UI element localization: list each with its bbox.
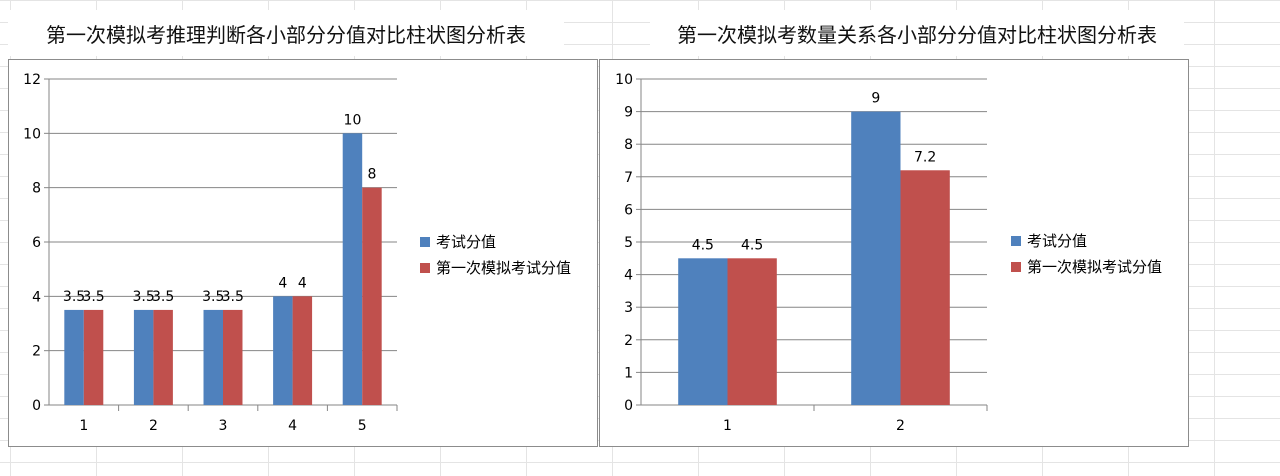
left-chart-bar	[362, 187, 382, 405]
left-chart-x-tick-label: 1	[79, 418, 88, 434]
left-chart-data-label: 10	[344, 112, 362, 128]
left-chart-y-tick-label: 8	[32, 181, 41, 197]
left-chart-bar	[273, 296, 293, 405]
left-chart-legend-label: 第一次模拟考试分值	[436, 259, 571, 277]
left-chart-bar	[83, 309, 104, 405]
right-chart-data-label: 4.5	[692, 237, 714, 253]
right-chart-legend-label: 考试分值	[1027, 232, 1087, 250]
right-chart-y-tick-label: 5	[624, 235, 633, 251]
left-chart-data-label: 3.5	[202, 289, 224, 305]
right-chart-data-label: 7.2	[914, 149, 936, 165]
left-chart-x-tick-label: 4	[288, 418, 297, 434]
left-chart-bar	[64, 309, 84, 405]
left-chart-y-tick-label: 0	[32, 398, 41, 414]
right-chart-y-tick-label: 10	[615, 72, 633, 88]
left-chart-y-tick-label: 2	[32, 344, 41, 360]
right-chart-bar	[900, 170, 950, 405]
right-chart-y-tick-label: 4	[624, 268, 633, 284]
right-chart-x-tick-label: 2	[896, 418, 905, 434]
left-chart-data-label: 3.5	[152, 289, 174, 305]
left-chart-data-label: 3.5	[82, 289, 104, 305]
left-chart-y-tick-label: 12	[23, 72, 41, 88]
left-chart-x-tick-label: 2	[149, 418, 158, 434]
left-chart-bar	[133, 309, 154, 405]
right-chart-y-tick-label: 3	[624, 300, 633, 316]
right-chart-y-tick-label: 7	[624, 170, 633, 186]
right-chart-title: 第一次模拟考数量关系各小部分分值对比柱状图分析表	[650, 10, 1184, 56]
right-chart-y-tick-label: 0	[624, 398, 633, 414]
left-chart-bar	[223, 309, 243, 405]
left-chart-y-tick-label: 4	[32, 289, 41, 305]
right-chart-y-tick-label: 6	[624, 202, 633, 218]
right-chart-y-tick-label: 2	[624, 333, 633, 349]
left-chart-data-label: 8	[367, 167, 376, 183]
right-chart-legend-label: 第一次模拟考试分值	[1027, 258, 1162, 276]
right-chart-x-tick-label: 1	[723, 418, 732, 434]
left-chart-bar	[292, 296, 313, 405]
right-chart-bar	[678, 258, 728, 405]
right-chart-data-label: 4.5	[741, 237, 763, 253]
right-chart-bar	[851, 111, 901, 405]
left-chart-y-tick-label: 6	[32, 235, 41, 251]
right-chart-y-tick-label: 9	[624, 105, 633, 121]
left-chart-legend-label: 考试分值	[436, 233, 496, 251]
right-chart: 0 1 2 3 4 5 6 7 8 9 10 1 4.5 4.5 2 9 7.2 考试分值第一次模拟考试分值	[599, 59, 1189, 447]
right-chart-y-tick-label: 8	[624, 137, 633, 153]
left-chart-data-label: 3.5	[133, 289, 155, 305]
left-chart-data-label: 3.5	[222, 289, 244, 305]
right-chart-legend-swatch	[1011, 236, 1021, 246]
left-chart-bar	[203, 309, 223, 405]
left-chart-y-tick-label: 10	[23, 126, 41, 142]
left-chart-legend-swatch	[420, 263, 430, 273]
left-chart-x-tick-label: 5	[358, 418, 367, 434]
right-chart-legend-swatch	[1011, 262, 1021, 272]
left-chart-data-label: 4	[278, 275, 287, 291]
left-chart-x-tick-label: 3	[219, 418, 228, 434]
left-chart-bar	[153, 309, 173, 405]
left-chart: 0 2 4 6 8 10 12 1 3.5 3.5 2 3.5 3.5 3 3.5 3.5 4 4 4 5 10 8 考试分…	[8, 59, 598, 447]
left-chart-legend-swatch	[420, 237, 430, 247]
left-chart-title: 第一次模拟考推理判断各小部分分值对比柱状图分析表	[8, 10, 564, 56]
right-chart-y-tick-label: 1	[624, 365, 633, 381]
left-chart-data-label: 3.5	[63, 289, 85, 305]
right-chart-bar	[727, 258, 777, 405]
right-chart-data-label: 9	[871, 91, 880, 107]
left-chart-data-label: 4	[298, 275, 307, 291]
left-chart-bar	[342, 133, 363, 405]
